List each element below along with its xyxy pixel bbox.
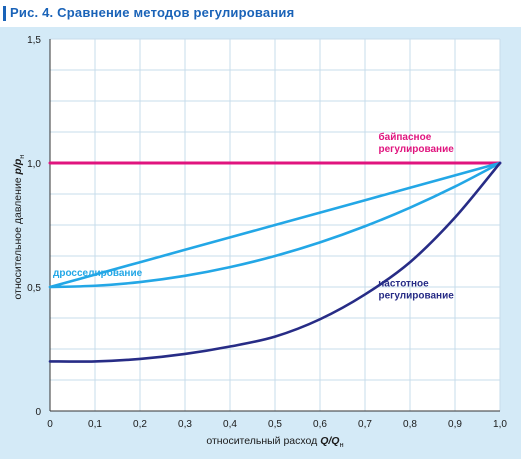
header-accent-bar bbox=[3, 6, 6, 21]
x-tick-label: 0 bbox=[47, 419, 53, 430]
x-tick-label: 0,4 bbox=[223, 419, 237, 430]
series-line-2 bbox=[48, 161, 502, 289]
annotations: байпасное регулирование дросселирование час… bbox=[53, 131, 454, 301]
series-line-3 bbox=[48, 161, 502, 363]
annotation-2: частотное регулирование bbox=[379, 278, 455, 301]
y-tick-label: 0,5 bbox=[27, 283, 41, 294]
y-tick-label: 1,0 bbox=[27, 159, 41, 170]
x-tick-label: 0,1 bbox=[88, 419, 102, 430]
y-tick-label: 0 bbox=[35, 407, 41, 418]
x-axis-title: относительный расход Q/Qн bbox=[206, 435, 343, 449]
figure-title: Рис. 4. Сравнение методов регулирования bbox=[10, 5, 295, 20]
figure-header: Рис. 4. Сравнение методов регулирования bbox=[0, 0, 521, 27]
x-tick-label: 0,9 bbox=[448, 419, 462, 430]
annotation-1: дросселирование bbox=[53, 268, 143, 279]
x-tick-label: 0,8 bbox=[403, 419, 417, 430]
x-tick-label: 0,2 bbox=[133, 419, 147, 430]
x-tick-label: 0,7 bbox=[358, 419, 372, 430]
y-axis-title: относительное давление p/pн bbox=[12, 155, 26, 300]
series-group bbox=[48, 161, 502, 363]
x-tick-label: 0,6 bbox=[313, 419, 327, 430]
annotation-0: байпасное регулирование bbox=[379, 131, 455, 155]
x-tick-label: 0,5 bbox=[268, 419, 282, 430]
y-tick-label: 1,5 bbox=[27, 35, 41, 46]
x-tick-label: 1,0 bbox=[493, 419, 507, 430]
tick-labels: 0 0,1 0,2 0,3 0,4 0,5 0,6 0,7 0,8 0,9 1,0 0 0,5 1,0 1,… bbox=[27, 35, 507, 430]
series-line-1 bbox=[48, 161, 502, 289]
x-tick-label: 0,3 bbox=[178, 419, 192, 430]
